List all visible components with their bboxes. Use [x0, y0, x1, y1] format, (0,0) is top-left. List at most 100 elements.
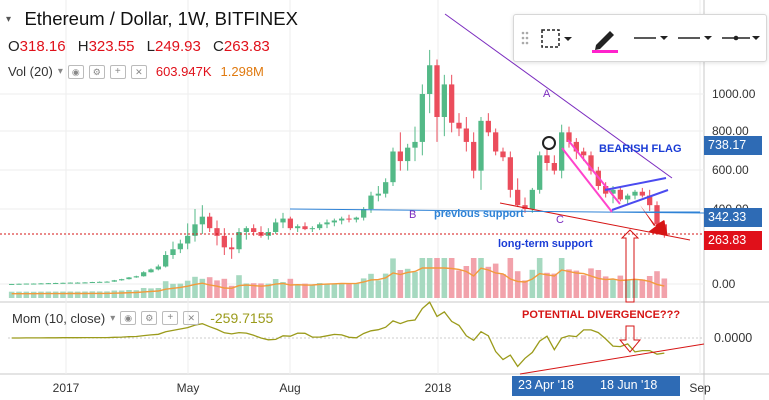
volume-bar — [250, 283, 257, 298]
volume-bar — [536, 258, 543, 298]
candle-body — [471, 141, 477, 171]
y-tick-label: 600.00 — [712, 163, 749, 177]
volume-bar — [140, 287, 147, 298]
divergence-arrow-up — [620, 229, 640, 303]
ohlc-close-value: 263.83 — [223, 38, 270, 55]
eye-icon[interactable]: ◉ — [67, 64, 84, 79]
symbol-title-row: ▾ Ethereum / Dollar, 1W, BITFINEX — [6, 8, 298, 30]
line-width-icon[interactable] — [630, 23, 670, 53]
candle-body — [280, 218, 286, 223]
ohlc-close-key: C — [213, 38, 224, 55]
flag-channel-bottom — [611, 189, 669, 211]
eye-icon[interactable]: ◉ — [120, 311, 137, 325]
candle-body — [67, 282, 73, 284]
volume-bar — [45, 291, 52, 298]
candle-body — [53, 282, 59, 284]
volume-bar — [309, 285, 316, 298]
volume-bar — [287, 278, 294, 298]
volume-bar — [588, 268, 594, 298]
volume-bar — [522, 280, 528, 298]
symbol-title[interactable]: Ethereum / Dollar, 1W, BITFINEX — [24, 8, 298, 29]
pencil-color-icon[interactable] — [586, 23, 622, 53]
chevron-down-icon[interactable]: ▾ — [6, 13, 12, 25]
price-axis-bg — [704, 0, 769, 400]
candlesticks — [9, 49, 667, 285]
volume-bar — [566, 269, 572, 298]
candle-body — [588, 155, 594, 171]
candle-body — [412, 141, 418, 148]
candle-body — [295, 226, 301, 229]
volume-bar — [441, 258, 448, 298]
ohlc-high-value: 323.55 — [88, 38, 135, 55]
volume-bar — [67, 291, 74, 298]
candle-body — [155, 266, 161, 270]
volume-bar — [448, 258, 455, 298]
chevron-down-icon[interactable]: ▾ — [57, 66, 63, 77]
volume-bar — [8, 291, 15, 298]
candle-body — [544, 155, 550, 163]
momentum-label[interactable]: Mom (10, close) — [12, 310, 106, 326]
momentum-axis-value: 0.0000 — [714, 331, 753, 345]
volume-bar — [177, 283, 184, 298]
candle-body — [75, 282, 81, 284]
volume-bar — [104, 291, 110, 298]
candle-body — [163, 255, 169, 267]
candle-body — [632, 191, 638, 196]
line-end-icon[interactable] — [718, 23, 762, 53]
divergence-arrow-down — [618, 325, 642, 353]
drag-handle-icon[interactable] — [520, 23, 530, 53]
candle-body — [434, 65, 440, 117]
volume-bar — [265, 283, 272, 298]
volume-bar — [382, 273, 389, 298]
volume-bar — [397, 270, 404, 298]
volume-bar — [184, 280, 191, 298]
volume-label[interactable]: Vol (20) — [8, 64, 53, 79]
volume-bar — [236, 275, 242, 298]
momentum-divergence-line — [519, 343, 705, 375]
volume-bar — [60, 291, 66, 298]
volume-bar — [610, 279, 616, 298]
candle-body — [177, 243, 183, 250]
candle-body — [507, 157, 513, 190]
volume-bar — [412, 271, 418, 298]
volume-bar — [258, 283, 264, 298]
volume-bar — [558, 258, 565, 298]
volume-bar — [82, 291, 88, 298]
volume-bar — [243, 283, 250, 298]
time-range-highlight — [512, 376, 680, 396]
candle-body — [610, 189, 616, 194]
ohlc-open-value: 318.16 — [19, 38, 66, 55]
close-icon[interactable]: ✕ — [183, 311, 200, 325]
volume-bar — [346, 284, 352, 298]
line-style-icon[interactable] — [674, 23, 714, 53]
volume-bar — [507, 258, 514, 298]
template-icon[interactable] — [536, 23, 576, 53]
chevron-down-icon[interactable]: ▾ — [110, 312, 116, 324]
y-tick-label: 0.00 — [712, 277, 736, 291]
volume-bar — [228, 285, 235, 298]
close-icon[interactable]: ✕ — [130, 64, 147, 79]
candle-body — [214, 228, 220, 236]
plus-icon[interactable]: + — [109, 64, 126, 79]
candle-body — [639, 191, 645, 196]
candle-body — [478, 120, 484, 171]
ohlc-open-key: O — [8, 38, 20, 55]
candle-body — [60, 282, 66, 284]
settings-icon[interactable]: ⚙ — [88, 64, 105, 79]
settings-icon[interactable]: ⚙ — [141, 311, 158, 325]
candle-body — [375, 193, 381, 196]
candle-body — [441, 84, 447, 117]
candle-body — [38, 283, 44, 285]
candle-body — [148, 269, 154, 273]
plus-icon[interactable]: + — [162, 311, 179, 325]
candle-body — [647, 195, 653, 206]
volume-value-1: 603.947K — [155, 64, 212, 79]
volume-bar — [206, 277, 213, 298]
volume-bar — [170, 283, 176, 298]
volume-bar — [602, 276, 609, 298]
candle-body — [324, 222, 330, 225]
time-highlight-start: 23 Apr '18 — [518, 378, 574, 392]
candle-body — [529, 189, 535, 209]
